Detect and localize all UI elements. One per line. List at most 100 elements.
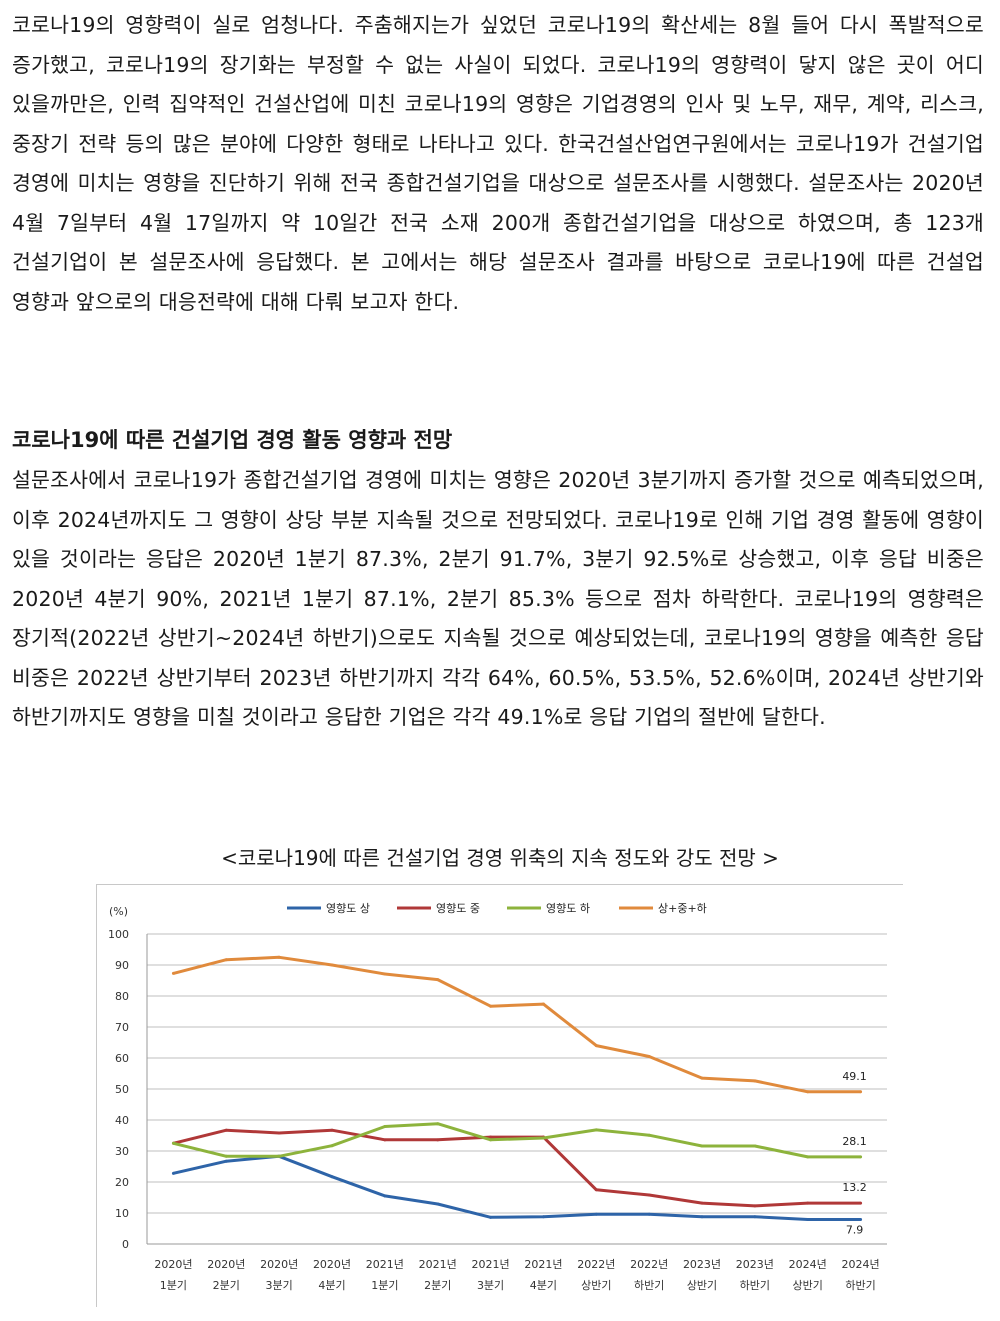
- data-point: [859, 1201, 863, 1205]
- data-point: [277, 955, 281, 959]
- x-tick-label: 2021년: [366, 1258, 404, 1271]
- y-tick-label: 70: [115, 1021, 129, 1034]
- data-point: [647, 1212, 651, 1216]
- data-point: [383, 1138, 387, 1142]
- chart-frame: 0 10 20 30 40 50 60 70 80 90 100 (%) 2020년 1분기 2020년 2분…: [96, 884, 903, 1307]
- data-point: [806, 1201, 810, 1205]
- data-point: [436, 978, 440, 982]
- data-point: [700, 1201, 704, 1205]
- data-point: [541, 1002, 545, 1006]
- series-line: [173, 1128, 861, 1208]
- body-paragraph: 설문조사에서 코로나19가 종합건설기업 경영에 미치는 영향은 2020년 3…: [12, 468, 984, 729]
- x-tick-label: 하반기: [845, 1278, 875, 1292]
- data-point: [171, 1171, 175, 1175]
- data-point: [541, 1215, 545, 1219]
- data-point: [383, 972, 387, 976]
- x-tick-label: 2021년: [472, 1258, 510, 1271]
- y-tick-label: 90: [115, 959, 129, 972]
- data-point: [436, 1138, 440, 1142]
- y-tick-label: 80: [115, 990, 129, 1003]
- x-tick-label: 3분기: [477, 1279, 504, 1292]
- data-point: [224, 1154, 228, 1158]
- data-label: 28.1: [842, 1135, 867, 1148]
- data-point: [489, 1138, 493, 1142]
- data-point: [383, 1125, 387, 1129]
- x-tick-label: 2022년: [577, 1258, 615, 1271]
- section-heading: 코로나19에 따른 건설기업 경영 활동 영향과 전망: [12, 428, 453, 452]
- x-tick-label: 상반기: [793, 1279, 823, 1292]
- data-point: [753, 1144, 757, 1148]
- intro-paragraph: 코로나19의 영향력이 실로 엄청나다. 주춤해지는가 싶었던 코로나19의 확…: [12, 13, 984, 314]
- x-tick-label: 1분기: [160, 1279, 187, 1292]
- data-point: [859, 1218, 863, 1222]
- data-point: [594, 1128, 598, 1132]
- x-tick-label: 하반기: [634, 1278, 664, 1292]
- legend-label: 영향도 상: [326, 902, 370, 915]
- data-point: [647, 1054, 651, 1058]
- data-point: [806, 1155, 810, 1159]
- data-point: [594, 1188, 598, 1192]
- data-point: [700, 1215, 704, 1219]
- y-tick-label: 10: [115, 1207, 129, 1220]
- x-tick-label: 2020년: [260, 1258, 298, 1271]
- y-tick-label: 0: [122, 1238, 129, 1251]
- data-point: [436, 1202, 440, 1206]
- chart-caption: <코로나19에 따른 건설기업 경영 위축의 지속 정도와 강도 전망 >: [221, 846, 779, 870]
- x-tick-label: 4분기: [318, 1279, 345, 1292]
- data-point: [541, 1136, 545, 1140]
- line-chart: 0 10 20 30 40 50 60 70 80 90 100 (%) 2020년 1분기 2020년 2분…: [108, 901, 887, 1292]
- data-point: [806, 1090, 810, 1094]
- x-tick-label: 4분기: [530, 1279, 557, 1292]
- legend-label: 영향도 중: [436, 902, 480, 915]
- x-tick-label: 2022년: [630, 1258, 668, 1271]
- data-point: [489, 1135, 493, 1139]
- y-tick-label: 20: [115, 1176, 129, 1189]
- data-point: [224, 958, 228, 962]
- x-tick-label: 상반기: [581, 1279, 611, 1292]
- series-line: [173, 1122, 861, 1159]
- data-point: [594, 1044, 598, 1048]
- data-point: [277, 1154, 281, 1158]
- data-label: 7.9: [846, 1224, 864, 1237]
- data-label: 49.1: [842, 1070, 867, 1083]
- data-point: [436, 1122, 440, 1126]
- x-tick-label: 2020년: [207, 1258, 245, 1271]
- x-tick-label: 2023년: [683, 1258, 721, 1271]
- y-tick-label: 40: [115, 1114, 129, 1127]
- x-tick-label: 3분기: [266, 1279, 293, 1292]
- y-axis-unit: (%): [109, 905, 128, 918]
- data-point: [330, 1128, 334, 1132]
- series-line: [173, 1154, 861, 1221]
- data-point: [647, 1133, 651, 1137]
- x-tick-label: 2분기: [424, 1279, 451, 1292]
- data-point: [277, 1131, 281, 1135]
- data-point: [489, 1004, 493, 1008]
- data-point: [753, 1215, 757, 1219]
- data-point: [806, 1218, 810, 1222]
- x-tick-label: 상반기: [687, 1279, 717, 1292]
- data-point: [753, 1079, 757, 1083]
- data-point: [753, 1204, 757, 1208]
- x-tick-label: 2024년: [842, 1258, 880, 1271]
- data-point: [330, 1144, 334, 1148]
- x-tick-label: 2020년: [154, 1258, 192, 1271]
- data-point: [647, 1193, 651, 1197]
- x-tick-label: 1분기: [371, 1279, 398, 1292]
- data-point: [383, 1194, 387, 1198]
- data-point: [489, 1215, 493, 1219]
- y-tick-label: 100: [108, 928, 129, 941]
- legend-label: 상+중+하: [658, 901, 707, 915]
- x-tick-label: 2024년: [789, 1258, 827, 1271]
- data-point: [700, 1144, 704, 1148]
- x-tick-label: 2021년: [419, 1258, 457, 1271]
- legend-label: 영향도 하: [546, 901, 590, 915]
- x-tick-label: 2020년: [313, 1258, 351, 1271]
- data-point: [859, 1090, 863, 1094]
- x-tick-label: 2021년: [524, 1258, 562, 1271]
- x-tick-label: 2023년: [736, 1258, 774, 1271]
- data-point: [594, 1212, 598, 1216]
- x-tick-label: 2분기: [213, 1279, 240, 1292]
- series-line: [173, 955, 861, 1094]
- data-point: [171, 971, 175, 975]
- data-point: [171, 1141, 175, 1145]
